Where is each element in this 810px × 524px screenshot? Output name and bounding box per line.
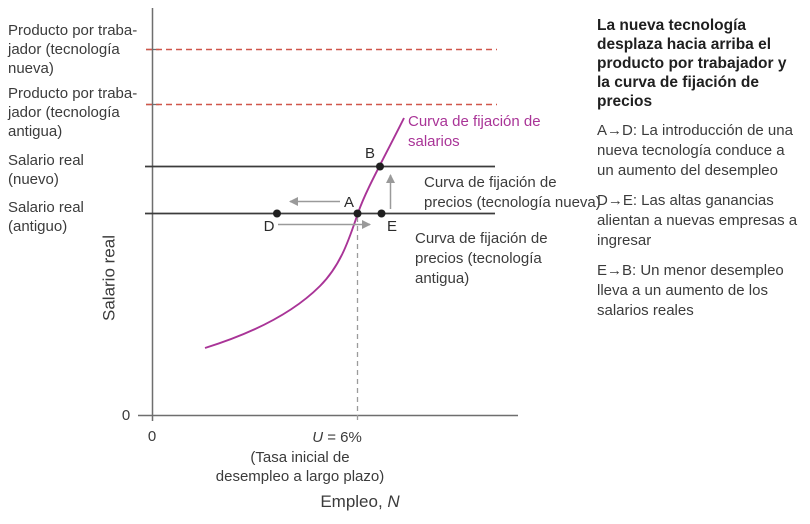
label-line: antigua) [8,123,63,140]
point-b-label: B [364,145,375,162]
label-line: Producto por traba- [8,22,138,39]
label-line: salarios [408,133,460,150]
label-line: Curva de fijación de [424,174,557,191]
x-axis-title: Empleo, N [268,492,452,511]
label-line: Salario real [8,152,84,169]
y-axis-zero-label: 0 [121,407,131,424]
point-a-label: A [343,194,354,211]
label-line: jador (tecnología [8,41,120,58]
unemployment-rate-label: U = 6% [291,428,383,447]
note-line: desempleo a largo plazo) [215,468,385,485]
x-title-variable: N [387,492,400,511]
label-line: (antiguo) [8,218,68,235]
point-a-dot [353,209,362,218]
label-line: nueva) [8,60,54,77]
label-line: Producto por traba- [8,85,138,102]
panel-item-e-to-b: E→B: Un menor desempleo lleva a un aumen… [597,262,784,319]
x-axis-zero-label: 0 [147,428,157,445]
panel-item-a-to-d: A→D: La introducción de una nueva tecnol… [597,122,793,179]
point-b-dot [376,162,384,171]
point-d-label: D [263,218,275,235]
point-d-dot [273,209,281,218]
u-variable: U [312,429,324,446]
label-line: Curva de fijación de [408,113,541,130]
unemployment-rate-note: (Tasa inicial de desempleo a largo plazo… [188,448,412,486]
x-title-text: Empleo, [320,492,388,511]
label-line: Salario real [8,199,84,216]
label-product-per-worker-new: Producto por traba- jador (tecnología nu… [8,21,150,78]
label-line: jador (tecnología [8,104,120,121]
point-e-dot [377,209,386,218]
label-line: (nuevo) [8,171,59,188]
note-line: (Tasa inicial de [250,449,350,466]
point-e-label: E [386,218,397,235]
label-real-wage-old: Salario real (antiguo) [8,198,150,236]
panel-title: La nueva tecnología desplaza hacia arrib… [597,17,787,110]
panel-item-d-to-e: D→E: Las altas ganancias alientan a nuev… [597,192,798,249]
y-axis-title: Salario real [99,235,119,321]
price-setting-new-label: Curva de fijación de precios (tecnología… [424,173,616,213]
label-line: antigua) [415,270,470,287]
label-line: precios (tecnología [415,250,542,267]
label-line: precios (tecnología nueva) [424,194,601,211]
label-real-wage-new: Salario real (nuevo) [8,151,150,189]
u-value: = 6% [323,429,362,446]
price-setting-old-label: Curva de fijación de precios (tecnología… [415,229,585,289]
label-line: Curva de fijación de [415,230,548,247]
label-product-per-worker-old: Producto por traba- jador (tecnología an… [8,84,150,141]
wage-setting-curve [204,117,405,349]
wage-setting-curve-label: Curva de fijación de salarios [408,112,568,152]
explanation-panel: La nueva tecnología desplaza hacia arrib… [597,16,802,331]
